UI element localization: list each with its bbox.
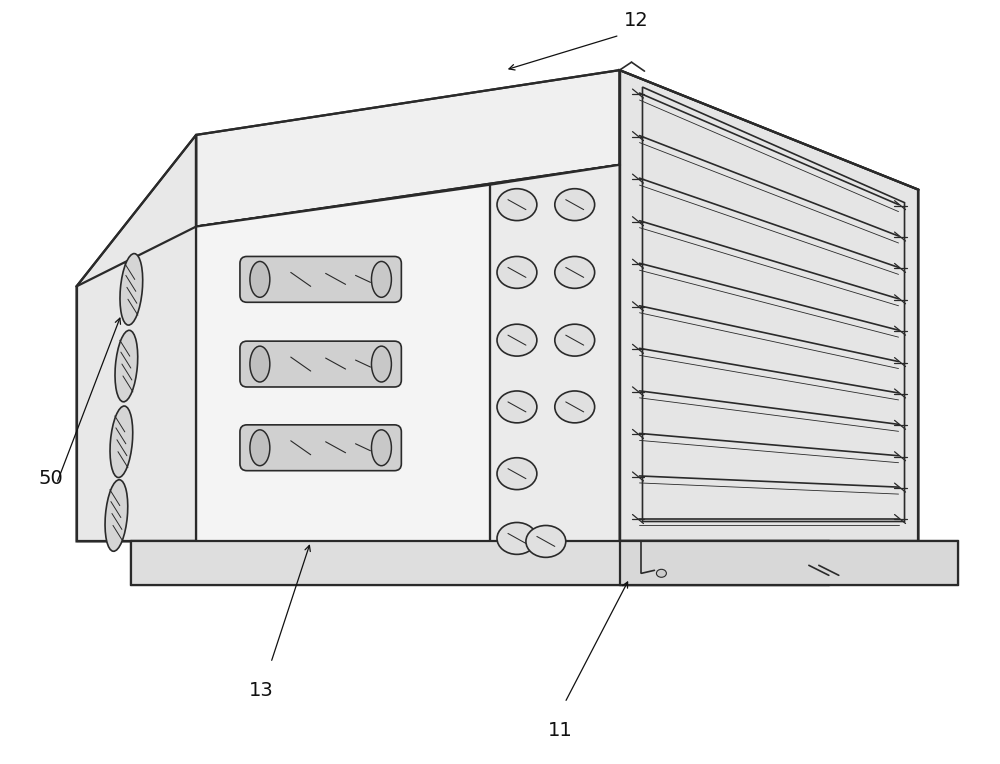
Ellipse shape — [110, 406, 133, 478]
Ellipse shape — [250, 346, 270, 382]
Ellipse shape — [371, 261, 391, 297]
FancyBboxPatch shape — [240, 257, 401, 303]
Ellipse shape — [497, 257, 537, 288]
Ellipse shape — [497, 324, 537, 356]
Ellipse shape — [555, 391, 595, 422]
Ellipse shape — [371, 346, 391, 382]
Text: 12: 12 — [624, 11, 648, 31]
Polygon shape — [490, 165, 620, 542]
Ellipse shape — [656, 569, 666, 578]
Ellipse shape — [250, 261, 270, 297]
Text: 13: 13 — [248, 681, 273, 700]
Polygon shape — [196, 185, 490, 542]
FancyBboxPatch shape — [240, 342, 401, 387]
Ellipse shape — [497, 458, 537, 490]
Polygon shape — [620, 70, 918, 542]
Ellipse shape — [371, 430, 391, 466]
Ellipse shape — [105, 480, 128, 552]
Ellipse shape — [115, 330, 138, 402]
Ellipse shape — [555, 324, 595, 356]
Polygon shape — [131, 542, 829, 585]
Ellipse shape — [497, 189, 537, 221]
Ellipse shape — [497, 391, 537, 422]
Polygon shape — [620, 542, 958, 585]
Ellipse shape — [555, 257, 595, 288]
Ellipse shape — [497, 523, 537, 555]
Ellipse shape — [250, 430, 270, 466]
FancyBboxPatch shape — [240, 425, 401, 471]
Ellipse shape — [555, 189, 595, 221]
Ellipse shape — [526, 526, 566, 558]
Ellipse shape — [120, 254, 143, 325]
Polygon shape — [196, 70, 620, 227]
Text: 50: 50 — [39, 469, 63, 488]
Polygon shape — [77, 135, 196, 542]
Text: 11: 11 — [547, 720, 572, 740]
